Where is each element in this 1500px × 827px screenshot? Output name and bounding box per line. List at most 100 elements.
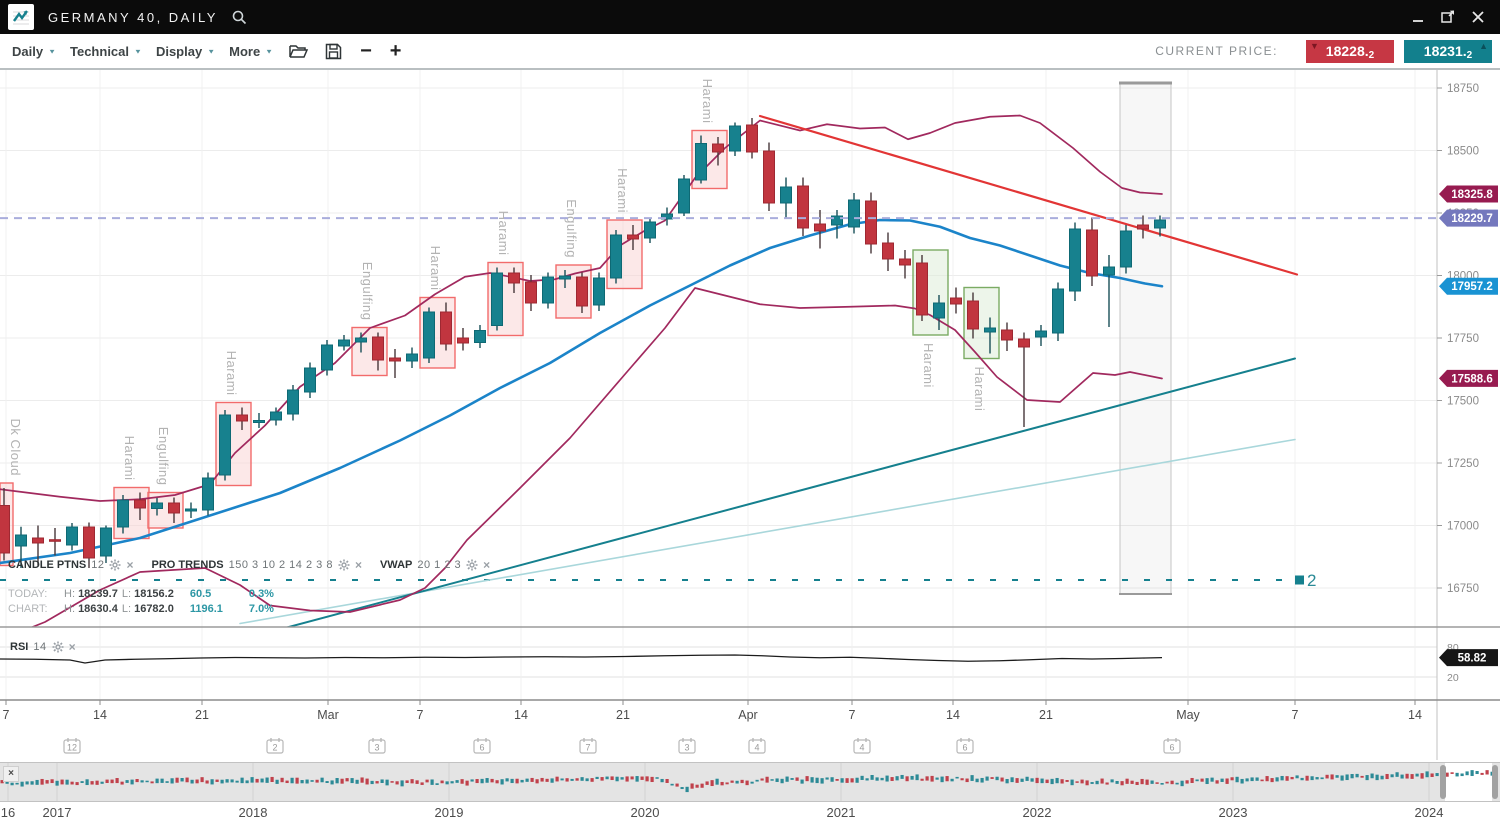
date-tick-label: May — [1176, 708, 1200, 722]
close-icon[interactable]: × — [126, 558, 134, 572]
svg-text:12: 12 — [67, 743, 77, 753]
price-tick-label: 18500 — [1447, 146, 1479, 158]
price-chart[interactable]: 2 Dk Cloud Harami Engulfing Harami Engulfing H… — [0, 70, 1500, 762]
bid-price-badge: ▼ 18228. 2 — [1306, 39, 1394, 63]
close-icon[interactable]: × — [483, 558, 491, 572]
navigator-candles — [0, 770, 1494, 793]
gear-icon[interactable] — [109, 559, 121, 571]
navigator-close-button[interactable]: × — [3, 766, 19, 782]
candle-bearish — [1137, 224, 1149, 230]
close-icon[interactable]: × — [354, 558, 362, 572]
calendar-event-icon[interactable]: 2 — [266, 738, 284, 754]
calendar-event-icon[interactable]: 7 — [579, 738, 597, 754]
date-tick-label: 7 — [417, 708, 424, 722]
display-dropdown[interactable]: Display ▼ — [155, 43, 216, 59]
navigator-minichart[interactable] — [0, 763, 1500, 801]
svg-text:4: 4 — [859, 743, 864, 753]
search-icon[interactable] — [230, 8, 248, 26]
calendar-event-icon[interactable]: 4 — [748, 738, 766, 754]
history-navigator[interactable]: × — [0, 762, 1500, 802]
candle-bearish — [372, 336, 384, 361]
chevron-down-icon: ▼ — [134, 47, 142, 55]
minimize-button[interactable] — [1408, 7, 1428, 27]
candle-bearish — [1018, 338, 1030, 348]
candle-bearish — [525, 281, 537, 304]
candle-bullish — [202, 477, 214, 511]
candle-bullish — [780, 186, 792, 204]
close-icon[interactable]: × — [68, 640, 76, 654]
calendar-event-icon[interactable]: 6 — [473, 738, 491, 754]
svg-text:17957.2: 17957.2 — [1451, 281, 1493, 293]
candle-bullish — [559, 275, 571, 280]
candle-bullish — [355, 337, 367, 343]
candle-bullish — [185, 508, 197, 512]
navigator-handle-right[interactable] — [1492, 765, 1498, 799]
candle-bullish — [321, 344, 333, 371]
timeframe-dropdown[interactable]: Daily ▼ — [12, 43, 56, 59]
more-dropdown[interactable]: More ▼ — [229, 43, 274, 59]
svg-text:3: 3 — [684, 743, 689, 753]
candle-bullish — [831, 215, 843, 226]
calendar-event-icon[interactable]: 3 — [368, 738, 386, 754]
price-badge: 17588.6 — [1439, 369, 1498, 387]
open-folder-icon[interactable] — [289, 43, 309, 59]
candle-bullish — [933, 302, 945, 319]
year-label: 2020 — [630, 805, 660, 820]
calendar-event-icon[interactable]: 3 — [678, 738, 696, 754]
candle-bearish — [797, 185, 809, 229]
year-label: 2019 — [434, 805, 464, 820]
save-icon[interactable] — [325, 43, 342, 60]
price-tick-label: 17250 — [1447, 458, 1479, 470]
technical-dropdown[interactable]: Technical ▼ — [70, 43, 142, 59]
gear-icon[interactable] — [466, 559, 478, 571]
pattern-label: Harami — [224, 351, 239, 396]
zoom-in-button[interactable]: + — [389, 40, 402, 62]
svg-text:6: 6 — [479, 743, 484, 753]
date-axis[interactable]: 7 14 21 Mar 7 14 21 Apr 7 14 21 May 7 14 — [3, 700, 1422, 722]
svg-text:2: 2 — [272, 743, 277, 753]
svg-text:6: 6 — [962, 743, 967, 753]
candle-bullish — [984, 327, 996, 333]
candle-bearish — [865, 200, 877, 245]
popout-button[interactable] — [1438, 7, 1458, 27]
support-marker[interactable] — [1295, 575, 1304, 585]
date-tick-label: 14 — [93, 708, 107, 722]
candle-bearish — [440, 311, 452, 345]
gear-icon[interactable] — [52, 641, 64, 653]
navigator-selection-window[interactable] — [1445, 763, 1492, 801]
calendar-event-icon[interactable]: 12 — [63, 738, 81, 754]
pattern-label: Harami — [428, 246, 443, 291]
candle-bullish — [848, 199, 860, 228]
pattern-label: Harami — [122, 436, 137, 481]
zoom-out-button[interactable]: − — [360, 40, 372, 62]
window-controls — [1408, 7, 1488, 27]
candle-bearish — [168, 502, 180, 514]
candle-bullish — [678, 178, 690, 214]
calendar-event-icon[interactable]: 6 — [1163, 738, 1181, 754]
candle-bullish — [117, 499, 129, 528]
candle-bullish — [304, 367, 316, 393]
navigator-handle-left[interactable] — [1440, 765, 1446, 799]
candle-bearish — [1001, 329, 1013, 341]
candle-bullish — [542, 276, 554, 304]
year-label: 2022 — [1022, 805, 1052, 820]
calendar-event-icon[interactable]: 6 — [956, 738, 974, 754]
chevron-down-icon: ▼ — [48, 47, 56, 55]
year-axis: 16 2017 2018 2019 2020 2021 2022 2023 2024 — [0, 803, 1500, 827]
trend-envelope-lower — [30, 287, 1163, 627]
rsi-level-label: 20 — [1447, 672, 1459, 684]
gear-icon[interactable] — [338, 559, 350, 571]
candle-bullish — [1035, 330, 1047, 338]
close-icon[interactable] — [1468, 7, 1488, 27]
app-logo-icon — [8, 4, 34, 30]
candle-bearish — [712, 143, 724, 153]
year-label: 2017 — [42, 805, 72, 820]
calendar-event-icon[interactable]: 4 — [853, 738, 871, 754]
candle-bearish — [814, 223, 826, 232]
candle-bullish — [66, 526, 78, 546]
price-tick-label: 17750 — [1447, 333, 1479, 345]
pattern-label: Engulfing — [564, 199, 579, 258]
candle-bullish — [406, 353, 418, 362]
pattern-label: Engulfing — [360, 262, 375, 321]
